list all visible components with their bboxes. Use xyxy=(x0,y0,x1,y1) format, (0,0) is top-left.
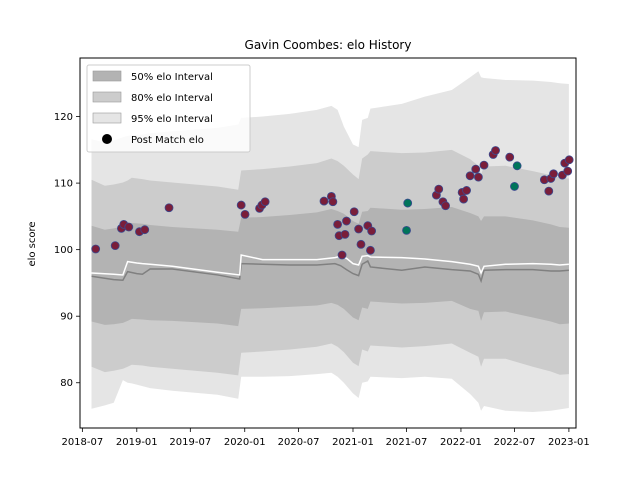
post-match-point xyxy=(337,250,347,260)
post-match-point xyxy=(319,196,329,206)
post-match-point xyxy=(563,166,573,176)
post-match-point xyxy=(366,245,375,255)
x-tick-label: 2021-01 xyxy=(332,437,374,448)
y-tick-label: 90 xyxy=(60,312,73,323)
post-match-point xyxy=(349,207,359,217)
legend-swatch xyxy=(92,112,122,124)
post-match-point xyxy=(140,225,150,235)
x-tick-label: 2018-07 xyxy=(61,437,103,448)
post-match-point xyxy=(240,209,250,219)
x-tick-label: 2019-07 xyxy=(169,437,211,448)
mean-elo-line xyxy=(91,259,569,284)
post-match-point xyxy=(459,194,469,204)
x-tick-label: 2020-07 xyxy=(278,437,320,448)
post-match-point xyxy=(402,225,411,235)
post-match-point xyxy=(549,169,558,179)
x-tick-label: 2023-01 xyxy=(548,437,590,448)
post-match-point xyxy=(340,229,350,239)
legend-label: 50% elo Interval xyxy=(131,72,213,83)
post-match-point xyxy=(512,161,522,171)
y-tick-label: 80 xyxy=(60,378,73,389)
legend-swatch xyxy=(92,70,122,82)
post-match-point xyxy=(91,244,101,254)
post-match-point xyxy=(465,171,475,181)
x-tick-label: 2022-01 xyxy=(440,437,482,448)
x-tick-label: 2021-07 xyxy=(386,437,428,448)
axes-frame xyxy=(79,57,577,429)
legend-label: 95% elo Interval xyxy=(131,114,213,125)
post-match-point xyxy=(124,222,134,232)
post-match-point xyxy=(403,198,413,208)
band-50-percent xyxy=(91,207,569,327)
post-match-point xyxy=(110,241,120,251)
median-elo-line xyxy=(91,254,569,276)
post-match-point xyxy=(434,184,444,194)
post-match-point xyxy=(544,186,554,196)
post-match-point xyxy=(260,197,270,207)
post-match-point xyxy=(236,200,246,210)
x-tick-label: 2022-07 xyxy=(494,437,536,448)
chart-title: Gavin Coombes: elo History xyxy=(245,38,412,52)
post-match-point xyxy=(462,186,471,195)
post-match-point xyxy=(342,216,351,226)
post-match-point xyxy=(505,152,515,162)
post-match-point xyxy=(479,160,489,170)
y-tick-label: 120 xyxy=(54,112,73,123)
x-tick-label: 2019-01 xyxy=(116,437,158,448)
x-tick-label: 2020-01 xyxy=(224,437,266,448)
post-match-point xyxy=(333,219,343,229)
plot-area: 80 90 100 110 120 2018-07 2019-01 2019-07 2020-0… xyxy=(54,57,590,448)
post-match-point xyxy=(441,201,450,211)
post-match-point xyxy=(491,146,500,155)
y-tick-label: 100 xyxy=(54,245,73,256)
post-match-point xyxy=(164,203,174,213)
legend-marker xyxy=(102,134,112,144)
legend-box xyxy=(86,64,251,153)
post-match-point xyxy=(510,182,519,191)
y-tick-label: 110 xyxy=(54,179,73,190)
legend-label: 80% elo Interval xyxy=(131,93,213,104)
post-match-point xyxy=(356,239,366,249)
post-match-point xyxy=(328,197,338,207)
post-match-point xyxy=(367,226,377,236)
post-match-point xyxy=(354,224,364,234)
post-match-point xyxy=(471,164,481,174)
legend-swatch xyxy=(92,91,122,103)
legend-label: Post Match elo xyxy=(131,135,204,146)
post-match-point xyxy=(473,172,483,182)
y-axis-label: elo score xyxy=(27,221,38,266)
legend: 50% elo Interval 80% elo Interval 95% elo … xyxy=(86,64,251,153)
post-match-point xyxy=(564,155,574,165)
